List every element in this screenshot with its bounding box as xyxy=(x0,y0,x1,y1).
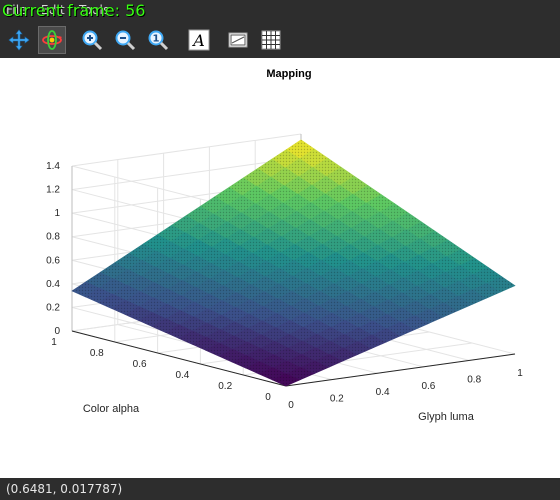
figure-canvas[interactable]: 0 0.2 0.4 0.6 0.8 1 1.2 1.4 0 0.2 0.4 0.6 0.8 1 0 0.2 0.… xyxy=(0,58,560,478)
tick-labels: 00.20.40.60.811.21.400.20.40.60.8100.20.… xyxy=(46,161,523,411)
svg-text:A: A xyxy=(191,31,205,50)
legend-icon xyxy=(228,32,248,48)
menu-tools[interactable]: Tools xyxy=(78,3,110,17)
y-tick-label: 0.6 xyxy=(133,359,147,370)
y-tick-label: 0 xyxy=(265,392,271,403)
pan-button[interactable] xyxy=(5,26,33,54)
text-a-icon: A xyxy=(188,29,210,51)
x-tick-label: 0.6 xyxy=(421,381,435,392)
surface-mesh xyxy=(71,139,516,387)
svg-text:1: 1 xyxy=(153,34,160,45)
zoom-out-button[interactable] xyxy=(111,26,139,54)
rotate-3d-button[interactable] xyxy=(38,26,66,54)
zoom-out-icon xyxy=(115,30,136,51)
grid-icon xyxy=(261,30,281,50)
chart-title: Mapping xyxy=(266,68,311,80)
menu-file[interactable]: File xyxy=(6,3,27,17)
title-bar: File Edit Tools Current frame: 56 xyxy=(0,0,560,22)
x-tick-label: 1 xyxy=(517,368,523,379)
zoom-reset-button[interactable]: 1 xyxy=(144,26,172,54)
surface-plot[interactable]: 00.20.40.60.811.21.400.20.40.60.8100.20.… xyxy=(0,58,560,478)
zoom-in-icon xyxy=(82,30,103,51)
cursor-coordinates: (0.6481, 0.017787) xyxy=(6,482,123,496)
z-tick-label: 0.4 xyxy=(46,279,60,290)
zoom-reset-icon: 1 xyxy=(148,30,169,51)
x-tick-label: 0.4 xyxy=(376,387,390,398)
z-tick-label: 1.2 xyxy=(46,185,60,196)
frame-overlay-text: Current frame: 56 xyxy=(2,1,146,20)
y-tick-label: 0.4 xyxy=(175,370,189,381)
zoom-in-button[interactable] xyxy=(78,26,106,54)
z-tick-label: 0.8 xyxy=(46,232,60,243)
x-tick-label: 0 xyxy=(288,400,294,411)
legend-button[interactable] xyxy=(224,26,252,54)
x-tick-label: 0.8 xyxy=(467,374,481,385)
y-tick-label: 0.8 xyxy=(90,348,104,359)
toolbar: 1 A xyxy=(0,22,560,59)
x-axis-label: Glyph luma xyxy=(418,411,475,423)
y-tick-label: 1 xyxy=(51,337,57,348)
annotate-button[interactable]: A xyxy=(185,26,213,54)
z-tick-label: 0.6 xyxy=(46,255,60,266)
z-tick-label: 0.2 xyxy=(46,302,60,313)
y-axis-label: Color alpha xyxy=(83,403,140,415)
grid-button[interactable] xyxy=(257,26,285,54)
z-tick-label: 1.4 xyxy=(46,161,60,172)
menu-edit[interactable]: Edit xyxy=(40,3,65,17)
move-arrows-icon xyxy=(8,29,30,51)
z-tick-label: 0 xyxy=(54,326,60,337)
x-tick-label: 0.2 xyxy=(330,394,344,405)
rotate-3d-icon xyxy=(42,30,62,50)
z-tick-label: 1 xyxy=(54,208,60,219)
status-bar: (0.6481, 0.017787) xyxy=(0,478,560,500)
menu-bar: File Edit Tools xyxy=(6,3,120,17)
y-tick-label: 0.2 xyxy=(218,381,232,392)
